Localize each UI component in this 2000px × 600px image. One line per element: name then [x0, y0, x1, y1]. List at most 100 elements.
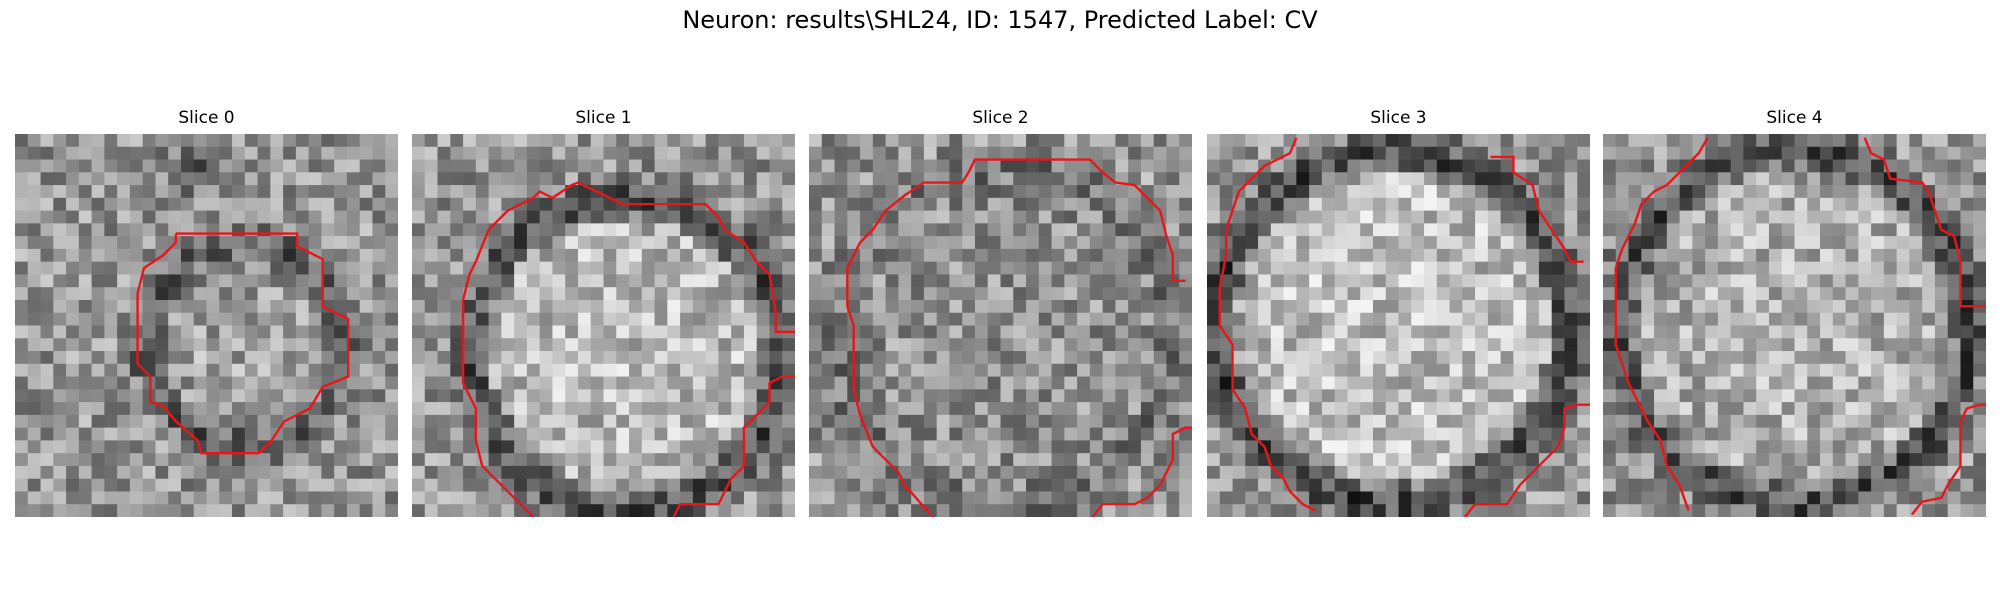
pixel	[40, 185, 54, 199]
pixel	[1411, 465, 1425, 480]
pixel	[437, 338, 451, 352]
pixel	[232, 389, 246, 403]
pixel	[1960, 185, 1974, 199]
pixel	[1692, 465, 1706, 480]
pixel	[334, 338, 348, 352]
pixel	[911, 414, 925, 429]
pixel	[1372, 427, 1387, 441]
pixel	[1258, 197, 1272, 211]
pixel	[718, 325, 732, 339]
pixel	[692, 504, 707, 517]
pixel	[1449, 223, 1463, 237]
pixel	[731, 453, 745, 467]
pixel	[1385, 159, 1399, 173]
pixel	[1705, 402, 1719, 416]
pixel	[1781, 351, 1795, 365]
pixel	[756, 338, 770, 352]
pixel	[1347, 453, 1361, 467]
pixel	[385, 478, 398, 492]
pixel	[66, 197, 80, 211]
pixel	[1026, 223, 1040, 237]
pixel	[1896, 389, 1910, 403]
pixel	[1654, 223, 1668, 237]
pixel	[705, 504, 719, 517]
pixel	[1883, 478, 1898, 492]
pixel	[654, 465, 668, 480]
pixel	[168, 261, 182, 275]
pixel	[654, 248, 668, 263]
pixel	[641, 414, 655, 429]
pixel	[40, 414, 54, 429]
pixel	[385, 210, 398, 224]
pixel	[603, 351, 617, 365]
pixel	[949, 287, 963, 301]
pixel	[680, 363, 694, 377]
pixel	[1424, 504, 1438, 517]
pixel	[1820, 312, 1834, 326]
pixel	[756, 465, 770, 480]
pixel	[295, 248, 310, 263]
pixel	[1526, 414, 1540, 429]
pixel	[1845, 236, 1859, 250]
pixel	[1551, 465, 1565, 480]
pixel	[359, 325, 373, 339]
pixel	[834, 287, 848, 301]
pixel	[1475, 248, 1489, 263]
pixel	[680, 402, 694, 416]
pixel	[911, 325, 925, 339]
pixel	[1666, 159, 1680, 173]
pixel	[1232, 159, 1246, 173]
pixel	[911, 338, 925, 352]
pixel	[283, 325, 297, 339]
pixel	[756, 363, 770, 377]
pixel	[1794, 299, 1808, 314]
pixel	[1179, 414, 1192, 429]
pixel	[1077, 312, 1091, 326]
pixel	[1462, 146, 1476, 160]
pixel	[1140, 465, 1155, 480]
pixel	[923, 185, 938, 199]
pixel	[488, 376, 502, 390]
pixel	[501, 134, 515, 148]
pixel	[129, 134, 144, 148]
pixel	[129, 223, 144, 237]
pixel	[860, 478, 874, 492]
pixel	[346, 134, 361, 148]
pixel	[718, 236, 732, 250]
pixel	[1153, 146, 1167, 160]
pixel	[219, 491, 233, 505]
pixel	[526, 414, 541, 429]
pixel	[1768, 312, 1783, 326]
pixel	[501, 312, 515, 326]
pixel	[1896, 325, 1910, 339]
pixel	[270, 172, 284, 186]
pixel	[1411, 248, 1425, 263]
pixel	[821, 274, 835, 288]
pixel	[1347, 185, 1361, 199]
pixel	[244, 248, 258, 263]
pixel	[1128, 223, 1142, 237]
pixel	[372, 504, 386, 517]
pixel	[295, 402, 310, 416]
pixel	[1038, 389, 1052, 403]
pixel	[1705, 172, 1719, 186]
pixel	[539, 376, 553, 390]
pixel	[731, 197, 745, 211]
pixel	[514, 172, 528, 186]
pixel	[1871, 134, 1885, 148]
pixel	[1179, 159, 1192, 173]
pixel	[1960, 312, 1974, 326]
pixel	[1628, 351, 1642, 365]
pixel	[1666, 440, 1680, 454]
pixel	[743, 185, 758, 199]
pixel	[821, 491, 835, 505]
pixel	[1462, 185, 1476, 199]
pixel	[565, 134, 579, 148]
pixel	[885, 376, 899, 390]
pixel	[616, 236, 630, 250]
pixel	[1615, 134, 1629, 148]
pixel	[1153, 261, 1167, 275]
pixel	[1283, 440, 1297, 454]
pixel	[1756, 223, 1770, 237]
pixel	[809, 274, 823, 288]
